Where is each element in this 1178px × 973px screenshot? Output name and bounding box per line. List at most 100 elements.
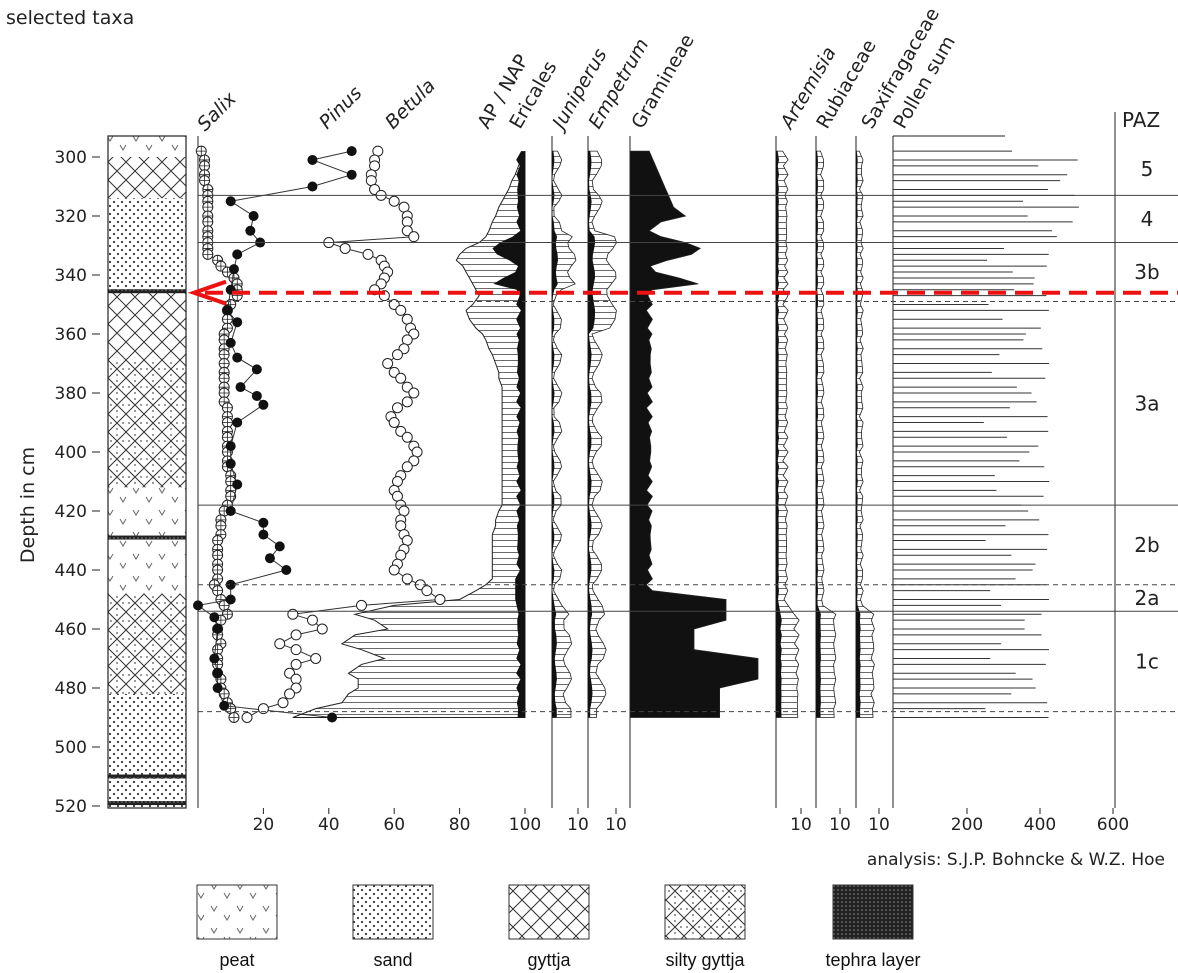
legend-label-peat: peat bbox=[219, 950, 254, 970]
y-tick-label: 460 bbox=[55, 620, 87, 640]
zone-label: 4 bbox=[1141, 207, 1154, 231]
betula-point bbox=[290, 658, 302, 670]
pinus-point bbox=[228, 264, 239, 275]
betula-point bbox=[395, 372, 407, 384]
pinus-point bbox=[212, 624, 223, 634]
betula-point bbox=[434, 594, 446, 605]
pinus-point bbox=[258, 529, 269, 540]
pinus-point bbox=[232, 417, 243, 428]
legend-label-gyttja: gyttja bbox=[527, 950, 571, 970]
y-tick-label: 520 bbox=[55, 797, 87, 817]
salix-point-cross bbox=[212, 644, 223, 655]
salix-point-cross bbox=[212, 535, 223, 546]
salix-point-cross bbox=[228, 712, 239, 723]
salix-point-cross bbox=[212, 565, 223, 575]
betula-point bbox=[401, 573, 413, 585]
pinus-point bbox=[225, 594, 236, 605]
y-tick-label: 360 bbox=[55, 325, 87, 345]
betula-point bbox=[401, 461, 413, 473]
salix-point-cross bbox=[222, 314, 233, 325]
legend: peat sand gyttja silty gyttja tephra lay… bbox=[196, 884, 921, 970]
salix-point-cross bbox=[219, 358, 230, 369]
x-tick-label: 10 bbox=[567, 815, 589, 835]
pinus-point bbox=[209, 612, 220, 623]
pinus-point bbox=[235, 382, 246, 393]
pinus-point bbox=[245, 225, 256, 236]
salix-point-cross bbox=[219, 600, 230, 611]
legend-swatch-peat bbox=[196, 884, 278, 940]
zone-label: 3a bbox=[1135, 391, 1160, 415]
y-tick-label: 320 bbox=[55, 207, 87, 227]
pinus-point bbox=[274, 541, 285, 552]
marker-arrowhead bbox=[187, 279, 227, 306]
taxon-label-pinus: Pinus bbox=[315, 82, 366, 133]
pinus-point bbox=[225, 196, 236, 207]
pollen-curves bbox=[193, 145, 1079, 723]
betula-point bbox=[388, 564, 400, 576]
pinus-point bbox=[346, 146, 357, 157]
lithology-unit bbox=[108, 593, 186, 694]
gramineae-curve bbox=[629, 150, 759, 718]
zone-header: PAZ bbox=[1122, 108, 1160, 132]
lithology-unit bbox=[108, 157, 186, 199]
betula-point bbox=[290, 629, 302, 641]
lithology-unit bbox=[108, 357, 186, 488]
lithology-frame bbox=[107, 135, 187, 809]
betula-point bbox=[274, 638, 286, 650]
betula-point bbox=[356, 599, 367, 611]
tephra-layer-band bbox=[108, 289, 186, 294]
y-tick-label: 300 bbox=[55, 148, 87, 168]
salix-point-cross bbox=[202, 202, 213, 213]
y-tick-label: 380 bbox=[55, 384, 87, 404]
tephra-layer-band bbox=[108, 774, 186, 779]
pinus-point bbox=[193, 600, 203, 611]
y-tick-label: 440 bbox=[55, 561, 87, 581]
legend-swatch-tephra bbox=[832, 884, 914, 940]
pinus-point bbox=[264, 553, 275, 564]
lithology-unit bbox=[108, 292, 186, 358]
pinus-point bbox=[209, 653, 220, 664]
salix-point-cross bbox=[222, 417, 233, 428]
lithology-unit bbox=[108, 487, 186, 594]
pinus-point bbox=[251, 390, 262, 401]
pinus-point bbox=[225, 458, 236, 469]
salix-point-cross bbox=[222, 402, 233, 413]
pinus-point bbox=[258, 517, 269, 528]
pinus-point bbox=[219, 700, 230, 711]
pinus-point bbox=[307, 181, 318, 192]
y-axis-label: Depth in cm bbox=[17, 447, 39, 563]
salix-point-cross bbox=[196, 146, 207, 157]
betula-point bbox=[310, 653, 322, 664]
x-tick-label: 20 bbox=[253, 815, 275, 835]
salix-point-cross bbox=[212, 585, 223, 596]
betula-point bbox=[316, 623, 328, 635]
salix-point-cross bbox=[219, 349, 230, 360]
pinus-point bbox=[232, 317, 243, 328]
lithology-unit bbox=[108, 693, 186, 808]
betula-point bbox=[257, 703, 269, 715]
pinus-point bbox=[232, 352, 243, 363]
betula-point bbox=[287, 608, 299, 620]
y-tick-label: 340 bbox=[55, 266, 87, 286]
betula-point bbox=[290, 644, 302, 656]
zone-label: 1c bbox=[1135, 649, 1159, 673]
salix-point-cross bbox=[222, 432, 233, 443]
lithology-unit bbox=[108, 136, 186, 157]
lithology-unit bbox=[108, 198, 186, 290]
x-tick-label: 60 bbox=[383, 815, 405, 835]
betula-point bbox=[241, 712, 253, 723]
salix-point-cross bbox=[215, 520, 226, 531]
tephra-layer-band bbox=[108, 535, 186, 540]
pinus-point bbox=[225, 579, 236, 590]
juniperus-curve-core bbox=[552, 151, 558, 718]
pinus-point bbox=[222, 305, 233, 316]
x-tick-label: 40 bbox=[318, 815, 340, 835]
legend-label-tephra: tephra layer bbox=[825, 950, 920, 970]
betula-point bbox=[284, 688, 296, 700]
lithology-column bbox=[107, 135, 187, 809]
rubiaceae-curve-core bbox=[816, 151, 821, 718]
tephra-marker-arrow bbox=[187, 279, 1178, 306]
salix-point-cross bbox=[212, 550, 223, 561]
betula-point bbox=[362, 248, 374, 260]
